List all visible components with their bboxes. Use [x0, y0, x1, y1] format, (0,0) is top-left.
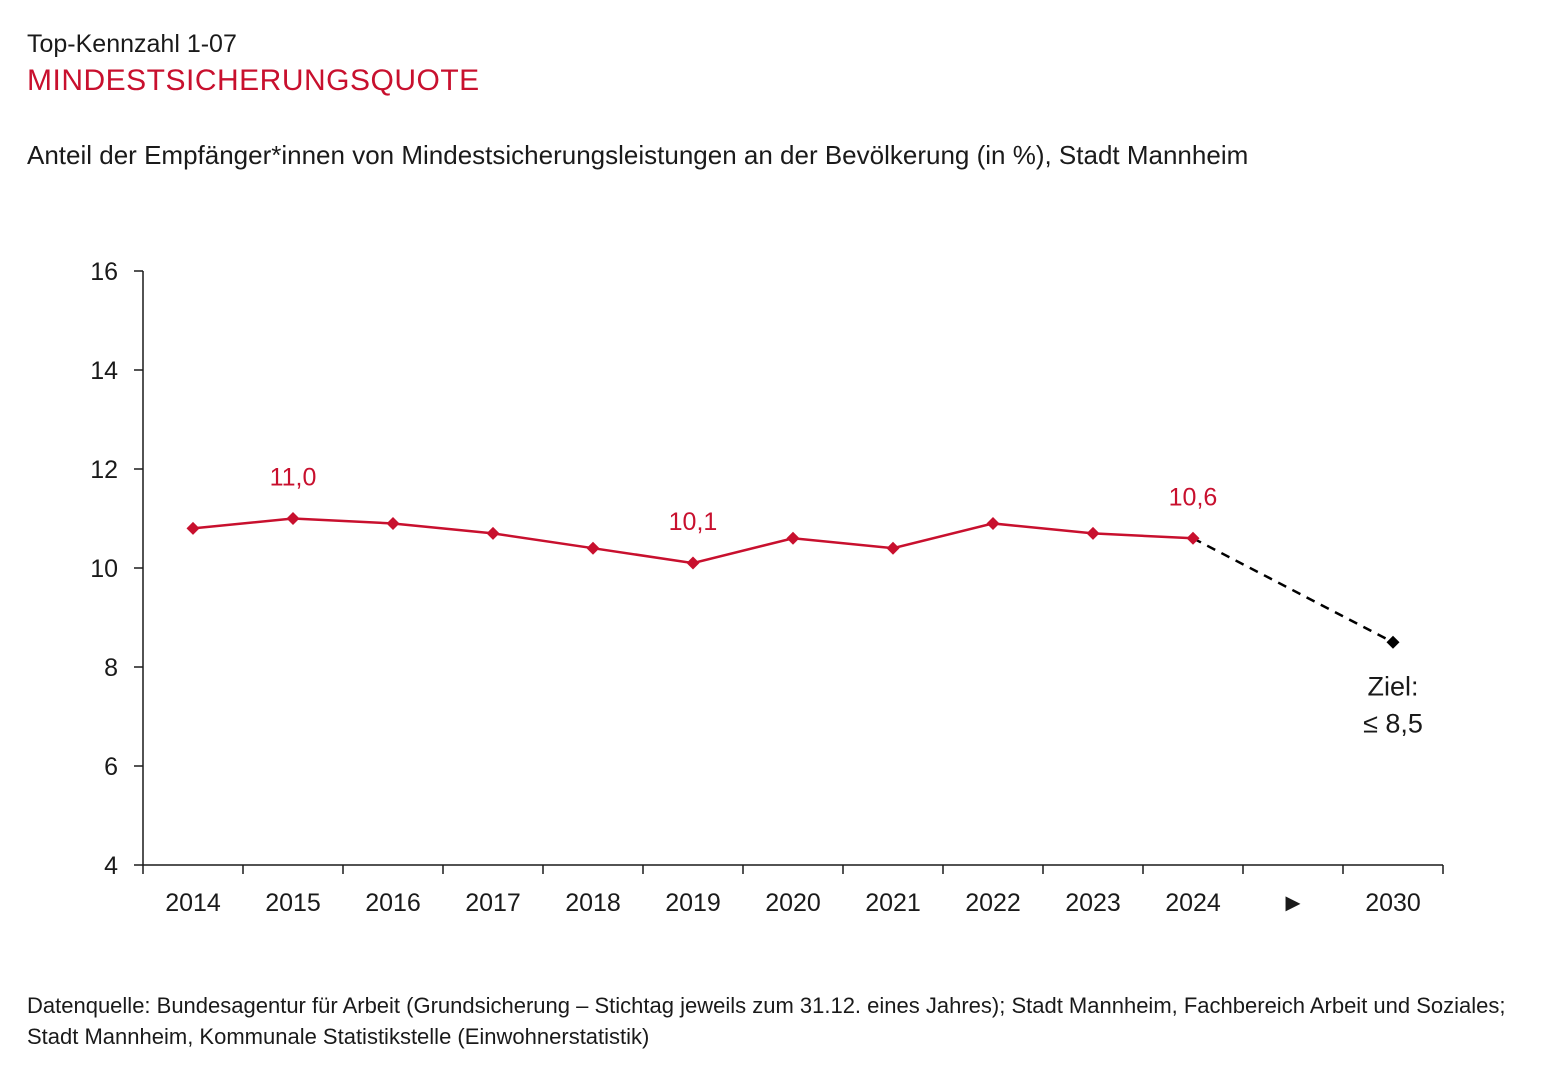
x-tick-label: 2016 [365, 889, 421, 917]
data-point-2015 [286, 512, 300, 525]
y-tick-label: 16 [90, 258, 118, 286]
x-tick-label: 2019 [665, 889, 721, 917]
data-point-2017 [486, 526, 500, 540]
y-tick-label: 6 [104, 753, 118, 781]
data-point-2014 [186, 521, 200, 535]
chart-subtitle: Anteil der Empfänger*innen von Mindestsi… [27, 140, 1249, 170]
x-tick-label: 2018 [565, 889, 621, 917]
y-tick-label: 12 [90, 456, 118, 484]
target-label-line2: ≤ 8,5 [1363, 708, 1423, 738]
data-point-2022 [986, 516, 1000, 530]
data-point-2016 [386, 516, 400, 530]
kicker-label: Top-Kennzahl 1-07 [27, 30, 237, 58]
data-point-2018 [586, 541, 600, 555]
x-tick-label: 2030 [1365, 889, 1421, 917]
x-tick-label: 2015 [265, 889, 321, 917]
x-tick-label: 2024 [1165, 889, 1221, 917]
data-label-2019: 10,1 [669, 508, 718, 536]
page-title: MINDESTSICHERUNGSQUOTE [27, 64, 480, 97]
x-tick-label: ► [1281, 889, 1306, 917]
data-label-2015: 11,0 [270, 464, 317, 492]
target-point [1386, 635, 1400, 649]
y-tick-label: 8 [104, 654, 118, 682]
data-point-2019 [686, 556, 700, 570]
data-point-2020 [786, 531, 800, 545]
x-tick-label: 2020 [765, 889, 821, 917]
data-point-2024 [1186, 531, 1200, 545]
y-tick-label: 14 [90, 357, 118, 385]
target-dashed-line [1192, 537, 1394, 644]
x-tick-label: 2023 [1065, 889, 1121, 917]
data-point-2023 [1086, 526, 1100, 540]
y-tick-label: 10 [90, 555, 118, 583]
x-tick-label: 2021 [865, 889, 921, 917]
y-tick-label: 4 [104, 852, 118, 880]
line-chart: 4 6 8 10 12 14 16 2014 2015 2016 2017 2018 2019 2020 2… [90, 258, 1444, 917]
x-tick-label: 2014 [165, 889, 221, 917]
data-source-note: Datenquelle: Bundesagentur für Arbeit (G… [27, 993, 1506, 1049]
data-label-2024: 10,6 [1169, 483, 1218, 511]
target-label-line1: Ziel: [1367, 671, 1418, 701]
data-point-2021 [886, 541, 900, 555]
x-tick-label: 2017 [465, 889, 521, 917]
x-tick-label: 2022 [965, 889, 1021, 917]
